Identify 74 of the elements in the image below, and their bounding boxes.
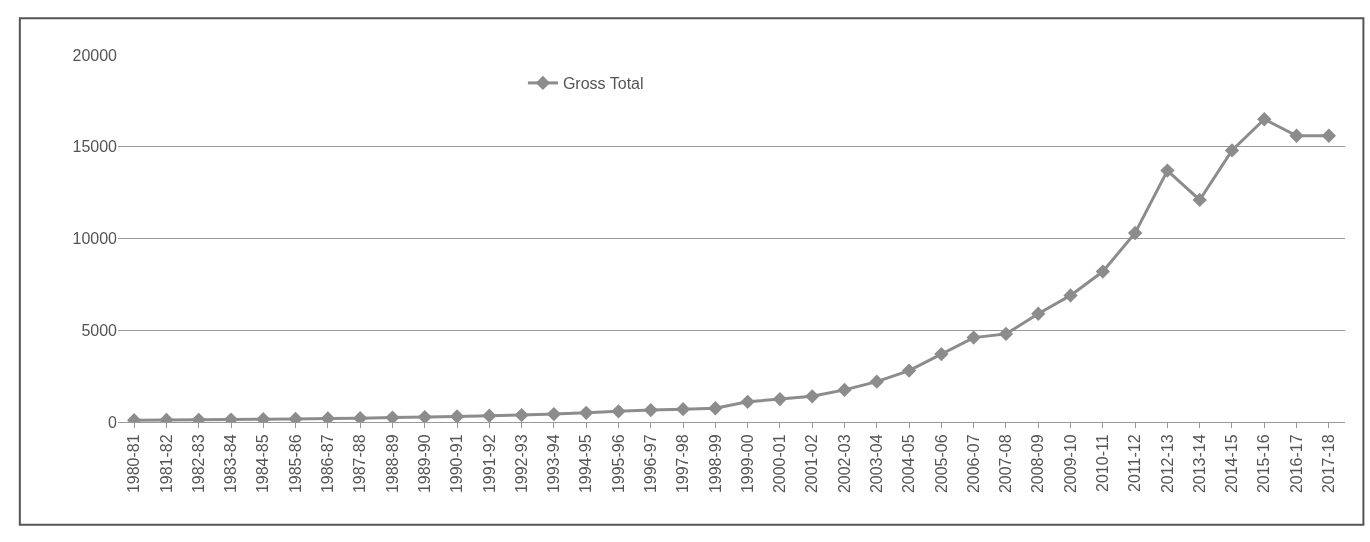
point [675,402,691,417]
legend-label: Gross Total [562,75,644,93]
x-tick-label: 1994-95 [577,434,595,494]
point [708,401,723,416]
point [1063,288,1078,303]
y-tick-label: 5000 [81,321,118,339]
x-tick-label: 2013-14 [1190,434,1208,494]
x-tick-label: 2007-08 [997,434,1015,494]
x-tick-label: 1988-89 [383,434,401,494]
x-tick-label: 2003-04 [868,434,885,494]
point [1095,264,1110,279]
x-tick-label: 1999-00 [738,434,756,494]
point [643,402,658,418]
x-tick-label: 2004-05 [900,434,918,494]
point [385,410,400,422]
point [805,389,820,404]
x-tick-label: 1995-96 [609,434,627,494]
point [1192,192,1207,208]
x-tick-label: 2005-06 [932,434,950,494]
y-tick-label: 15000 [72,138,118,156]
x-tick-label: 1998-99 [706,434,724,494]
x-tick-label: 2008-09 [1029,434,1047,494]
x-tick-label: 2000-01 [771,434,789,494]
point [482,408,497,422]
x-tick-label: 2001-02 [803,434,821,494]
x-tick-label: 1987-88 [351,434,369,494]
point [772,391,788,407]
x-tick-label: 1986-87 [319,434,337,494]
point [514,407,529,422]
point [1224,143,1240,158]
x-tick-label: 1984-85 [254,434,272,494]
x-tick-label: 1982-83 [189,434,207,494]
point [998,326,1014,342]
y-tick-label: 20000 [72,46,118,64]
point [449,409,465,422]
y-tick-label: 0 [108,413,118,431]
x-tick-label: 1991-92 [480,434,498,494]
x-tick-label: 1997-98 [674,434,692,494]
point [1160,163,1175,178]
point [1257,112,1272,127]
point [934,346,949,362]
point [1289,128,1304,143]
x-tick-label: 2006-07 [964,434,982,494]
x-tick-label: 1993-94 [545,434,563,494]
x-tick-label: 1980-81 [125,434,143,494]
x-tick-label: 1992-93 [512,434,530,494]
point [901,363,917,378]
x-tick-label: 2015-16 [1255,434,1273,494]
x-tick-label: 2009-10 [1061,434,1079,494]
point [417,409,432,422]
point [1031,306,1046,321]
point [966,330,981,345]
x-tick-label: 2012-13 [1158,434,1176,494]
y-tick-label: 10000 [72,230,118,248]
x-tick-label: 1981-82 [157,434,175,494]
x-tick-label: 2011-12 [1126,434,1144,492]
point [837,382,852,398]
point [869,374,884,389]
point [740,394,755,409]
x-tick-label: 2017-18 [1320,434,1338,494]
x-tick-label: 1989-90 [415,434,433,494]
x-tick-label: 1983-84 [222,434,240,494]
x-tick-label: 2002-03 [835,434,853,494]
x-tick-label: 2014-15 [1223,434,1241,494]
x-tick-label: 1996-97 [641,434,659,494]
point [1321,128,1337,143]
point [1127,225,1143,241]
point [579,405,594,420]
x-tick-label: 1985-86 [286,434,304,494]
point [611,404,626,419]
x-tick-label: 2010-11 [1094,434,1112,492]
x-tick-label: 1990-91 [448,434,466,494]
point [546,406,562,422]
x-tick-label: 2016-17 [1287,434,1305,494]
